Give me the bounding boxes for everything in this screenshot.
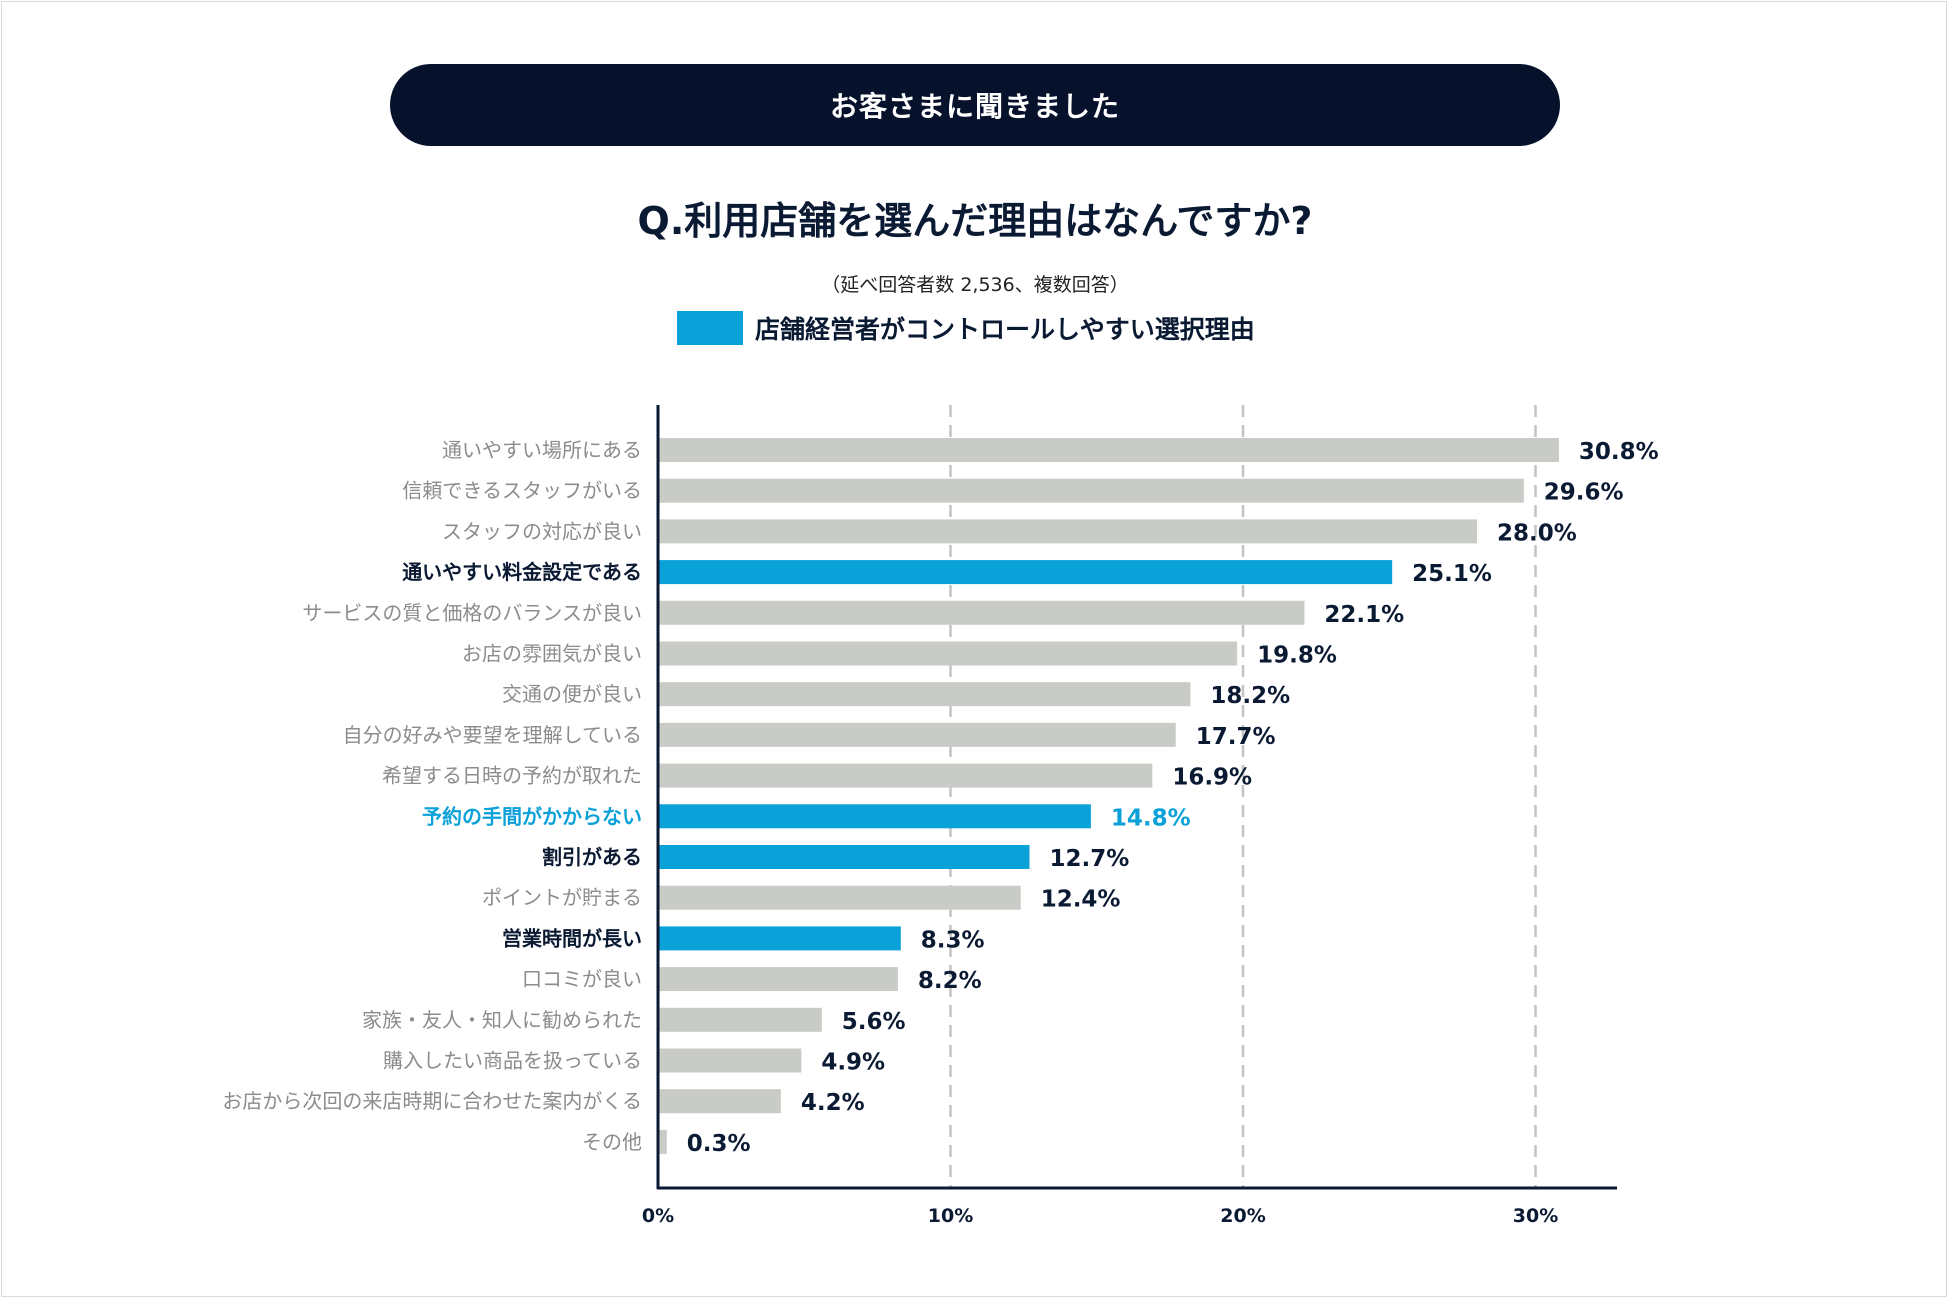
value-label: 17.7% (1196, 724, 1276, 750)
category-label: 口コミが良い (522, 967, 642, 991)
bar (658, 560, 1393, 585)
bar (658, 478, 1524, 503)
value-label: 14.8% (1111, 805, 1191, 831)
bar (658, 1007, 822, 1032)
bar (658, 1089, 781, 1114)
category-label: 希望する日時の予約が取れた (382, 764, 642, 788)
bar (658, 885, 1021, 910)
bar (658, 763, 1153, 788)
value-label: 5.6% (842, 1009, 906, 1035)
value-label: 8.2% (918, 968, 982, 994)
bar (658, 682, 1191, 707)
category-label: 営業時間が長い (502, 926, 642, 950)
category-label: 通いやすい料金設定である (402, 560, 642, 584)
x-tick-label: 20% (1220, 1205, 1265, 1227)
category-label: 信頼できるスタッフがいる (402, 479, 642, 503)
x-tick-label: 0% (642, 1205, 674, 1227)
category-label: 自分の好みや要望を理解している (343, 723, 642, 747)
category-label: サービスの質と価格のバランスが良い (302, 601, 642, 625)
value-label: 16.9% (1172, 765, 1252, 791)
bar (658, 926, 901, 951)
category-label: お店の雰囲気が良い (462, 642, 642, 666)
value-label: 12.4% (1041, 887, 1121, 913)
category-label: 予約の手間がかからない (422, 804, 642, 828)
category-label: 割引がある (542, 845, 642, 869)
respondent-note: （延べ回答者数 2,536、複数回答） (821, 274, 1129, 296)
banner-text: お客さまに聞きました (829, 90, 1120, 123)
value-label: 19.8% (1257, 643, 1337, 669)
value-label: 30.8% (1579, 439, 1659, 465)
question-title: Q.利用店舗を選んだ理由はなんですか? (637, 199, 1313, 243)
bar (658, 845, 1030, 869)
bar (658, 438, 1559, 462)
legend-label: 店舗経営者がコントロールしやすい選択理由 (755, 315, 1255, 344)
value-label: 29.6% (1544, 480, 1624, 506)
bar (658, 967, 898, 992)
category-label: 通いやすい場所にある (442, 438, 642, 462)
x-tick-label: 10% (928, 1205, 973, 1227)
bar (658, 519, 1477, 544)
value-label: 4.2% (801, 1090, 865, 1116)
survey-banner: お客さまに聞きました (390, 64, 1560, 146)
bar (658, 641, 1238, 666)
value-label: 0.3% (687, 1131, 751, 1157)
category-label: 交通の便が良い (502, 682, 642, 706)
legend-swatch (677, 311, 743, 345)
category-label: お店から次回の来店時期に合わせた案内がくる (222, 1089, 642, 1113)
bar (658, 804, 1091, 829)
category-label: その他 (582, 1130, 642, 1154)
category-label: 購入したい商品を扱っている (383, 1049, 642, 1073)
category-label: スタッフの対応が良い (442, 519, 642, 543)
value-label: 18.2% (1210, 683, 1290, 709)
value-label: 12.7% (1049, 846, 1129, 872)
bar (658, 722, 1176, 747)
value-label: 4.9% (821, 1050, 885, 1076)
category-label: ポイントが貯まる (482, 886, 642, 910)
bar (658, 600, 1305, 625)
value-label: 28.0% (1497, 520, 1577, 546)
x-tick-label: 30% (1513, 1205, 1558, 1227)
category-label: 家族・友人・知人に勧められた (362, 1008, 642, 1032)
value-label: 25.1% (1412, 561, 1492, 587)
bar (658, 1048, 802, 1073)
value-label: 22.1% (1324, 602, 1404, 628)
bar (658, 1129, 667, 1154)
value-label: 8.3% (921, 927, 985, 953)
legend: 店舗経営者がコントロールしやすい選択理由 (677, 310, 1255, 346)
